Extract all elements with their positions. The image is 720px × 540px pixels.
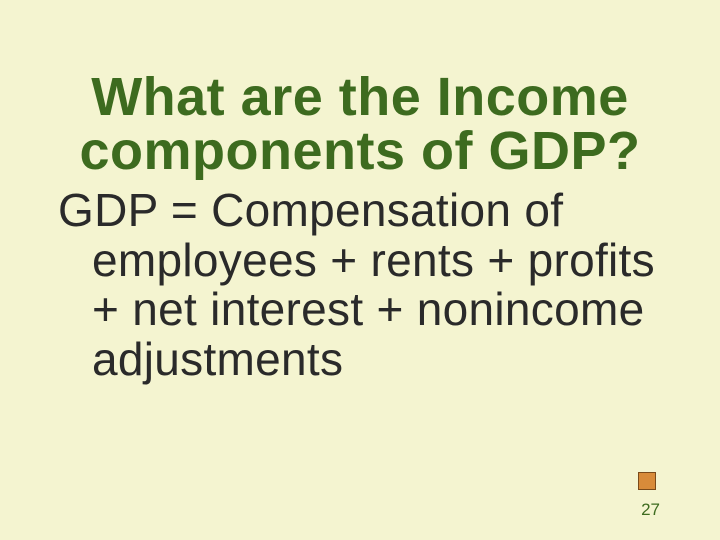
body-line-rest: employees + rents + profits + net intere…	[58, 236, 660, 385]
slide-container: What are the Income components of GDP? G…	[0, 0, 720, 540]
slide-title: What are the Income components of GDP?	[50, 70, 670, 178]
body-line-1: GDP = Compensation of	[58, 184, 563, 236]
slide-body: GDP = Compensation of employees + rents …	[50, 186, 670, 385]
slide-marker-icon	[638, 472, 656, 490]
page-number: 27	[641, 500, 660, 520]
